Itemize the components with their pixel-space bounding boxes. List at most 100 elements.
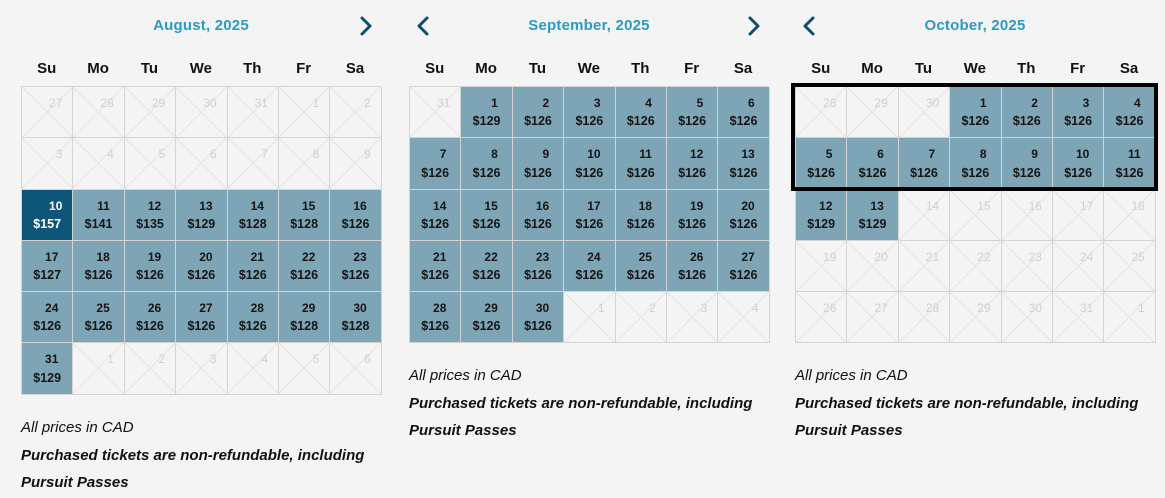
day-cell[interactable]: 14 $126 (410, 189, 462, 241)
day-cell[interactable]: 26 $126 (124, 292, 177, 344)
day-cell[interactable]: 22 $126 (278, 240, 331, 293)
day-number: 8 (979, 147, 987, 162)
prev-month-button[interactable] (411, 14, 435, 38)
prev-month-button[interactable] (797, 14, 821, 38)
month-october: October, 2025 Su Mo Tu We Th Fr Sa 28 29 3… (795, 0, 1156, 444)
day-cell-unavailable: 16 (1001, 189, 1053, 241)
day-cell[interactable]: 13 $126 (718, 138, 770, 190)
day-price: $126 (575, 114, 604, 129)
day-cell[interactable]: 18 $126 (615, 189, 667, 241)
day-cell[interactable]: 2 $126 (1001, 87, 1053, 139)
day-cell[interactable]: 15 $126 (461, 189, 513, 241)
day-cell[interactable]: 10 $126 (564, 138, 616, 190)
day-cell[interactable]: 8 $126 (950, 138, 1002, 190)
day-number: 26 (823, 301, 837, 316)
day-cell[interactable]: 10 $126 (1052, 138, 1105, 190)
day-cell-unavailable: 2 (330, 87, 382, 139)
day-cell[interactable]: 15 $128 (278, 189, 331, 241)
day-cell[interactable]: 9 $126 (512, 138, 565, 190)
weekday-label: Fr (684, 60, 700, 77)
day-cell-selected[interactable]: 10 $157 (22, 189, 74, 241)
day-cell[interactable]: 16 $126 (330, 189, 382, 241)
day-cell[interactable]: 25 $126 (73, 292, 125, 344)
day-cell[interactable]: 6 $126 (718, 87, 770, 139)
day-cell[interactable]: 12 $126 (666, 138, 719, 190)
day-cell[interactable]: 20 $126 (176, 240, 228, 293)
day-cell[interactable]: 27 $126 (718, 240, 770, 293)
month-title: October, 2025 (924, 17, 1026, 34)
day-cell[interactable]: 28 $126 (227, 292, 279, 344)
day-number: 15 (484, 198, 498, 213)
unavailable-cross-icon (73, 138, 123, 188)
day-cell[interactable]: 3 $126 (1052, 87, 1105, 139)
day-cell-unavailable: 27 (22, 87, 74, 139)
day-cell[interactable]: 31 $129 (22, 343, 74, 395)
day-cell[interactable]: 3 $126 (564, 87, 616, 139)
day-price: $126 (626, 114, 655, 129)
day-price: $126 (678, 114, 707, 129)
day-cell[interactable]: 11 $141 (73, 189, 125, 241)
day-cell[interactable]: 1 $126 (950, 87, 1002, 139)
day-cell[interactable]: 23 $126 (512, 240, 565, 293)
day-price: $126 (187, 319, 216, 334)
day-cell[interactable]: 13 $129 (847, 189, 899, 241)
day-cell[interactable]: 12 $135 (124, 189, 177, 241)
day-cell[interactable]: 28 $126 (410, 292, 462, 344)
day-cell[interactable]: 19 $126 (124, 240, 177, 293)
day-cell[interactable]: 30 $126 (512, 292, 565, 344)
day-cell[interactable]: 21 $126 (227, 240, 279, 293)
day-number: 9 (1031, 147, 1038, 162)
day-price: $126 (626, 216, 655, 231)
day-cell[interactable]: 29 $128 (278, 292, 331, 344)
day-cell-unavailable: 29 (124, 87, 177, 139)
next-month-button[interactable] (742, 14, 766, 38)
weekday-label: Sa (733, 60, 753, 77)
next-month-button[interactable] (354, 14, 378, 38)
day-cell[interactable]: 27 $126 (176, 292, 228, 344)
day-cell[interactable]: 24 $126 (22, 292, 74, 344)
day-cell[interactable]: 17 $127 (22, 240, 74, 293)
month-header: September, 2025 (409, 0, 769, 52)
day-cell[interactable]: 24 $126 (564, 240, 616, 293)
day-cell[interactable]: 25 $126 (615, 240, 667, 293)
day-cell[interactable]: 29 $126 (461, 292, 513, 344)
unavailable-cross-icon (125, 138, 175, 188)
day-cell[interactable]: 5 $126 (796, 138, 848, 190)
day-cell[interactable]: 18 $126 (73, 240, 125, 293)
day-price: $126 (1115, 114, 1144, 129)
day-number: 27 (874, 301, 888, 316)
day-cell[interactable]: 12 $129 (796, 189, 848, 241)
day-cell-unavailable: 5 (124, 138, 177, 190)
day-cell[interactable]: 9 $126 (1001, 138, 1053, 190)
day-number: 25 (638, 249, 652, 264)
day-cell[interactable]: 19 $126 (666, 189, 719, 241)
day-cell[interactable]: 11 $126 (615, 138, 667, 190)
day-cell[interactable]: 1 $129 (461, 87, 513, 139)
day-cell[interactable]: 4 $126 (1104, 87, 1156, 139)
day-cell[interactable]: 21 $126 (410, 240, 462, 293)
day-cell[interactable]: 23 $126 (330, 240, 382, 293)
day-cell[interactable]: 17 $126 (564, 189, 616, 241)
day-price: $128 (290, 319, 319, 334)
day-price: $128 (341, 319, 370, 334)
day-cell[interactable]: 7 $126 (898, 138, 951, 190)
day-cell[interactable]: 20 $126 (718, 189, 770, 241)
day-number: 1 (979, 96, 987, 110)
day-cell[interactable]: 16 $126 (512, 189, 565, 241)
day-cell-unavailable: 23 (1001, 240, 1053, 293)
day-cell[interactable]: 11 $126 (1104, 138, 1156, 190)
day-cell[interactable]: 6 $126 (847, 138, 899, 190)
day-cell[interactable]: 13 $129 (176, 189, 228, 241)
day-number: 7 (261, 147, 268, 162)
day-cell[interactable]: 30 $128 (330, 292, 382, 344)
day-cell[interactable]: 8 $126 (461, 138, 513, 190)
day-cell[interactable]: 7 $126 (410, 138, 462, 190)
day-cell[interactable]: 22 $126 (461, 240, 513, 293)
day-cell[interactable]: 26 $126 (666, 240, 719, 293)
day-cell[interactable]: 4 $126 (615, 87, 667, 139)
day-price: $129 (472, 114, 501, 129)
unavailable-cross-icon (796, 87, 846, 137)
day-cell[interactable]: 2 $126 (512, 87, 565, 139)
day-cell[interactable]: 14 $128 (227, 189, 279, 241)
day-cell[interactable]: 5 $126 (666, 87, 719, 139)
